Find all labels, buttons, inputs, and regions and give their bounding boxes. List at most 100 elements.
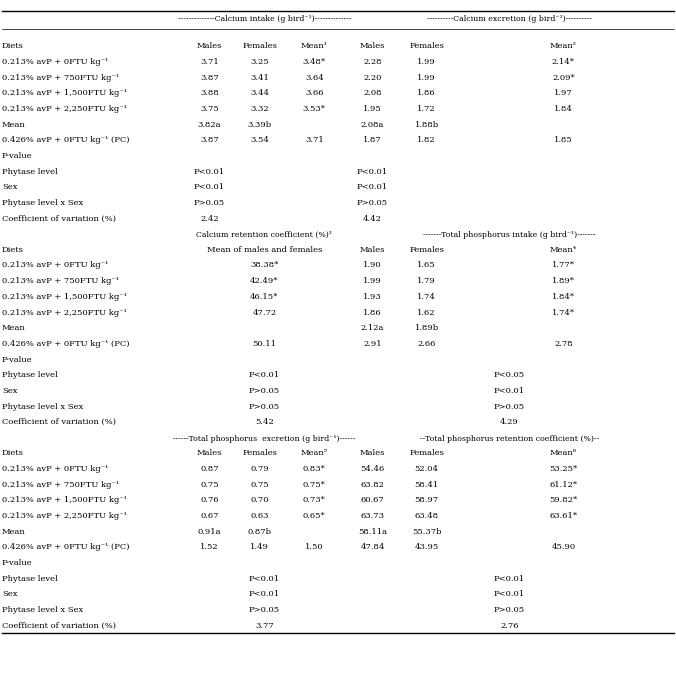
Text: P<0.01: P<0.01 — [249, 575, 280, 583]
Text: Sex: Sex — [2, 387, 18, 395]
Text: 3.32: 3.32 — [250, 105, 269, 113]
Text: 3.88: 3.88 — [200, 89, 219, 97]
Text: 3.87: 3.87 — [200, 74, 219, 82]
Text: Diets: Diets — [2, 450, 24, 458]
Text: 1.99: 1.99 — [417, 74, 436, 82]
Text: Males: Males — [197, 43, 222, 50]
Text: 1.97: 1.97 — [554, 89, 573, 97]
Text: 4.42: 4.42 — [363, 215, 382, 223]
Text: 0.213% avP + 2,250FTU kg⁻¹: 0.213% avP + 2,250FTU kg⁻¹ — [2, 309, 127, 317]
Text: 0.67: 0.67 — [200, 512, 219, 520]
Text: 3.53*: 3.53* — [303, 105, 326, 113]
Text: 1.88b: 1.88b — [414, 121, 439, 129]
Text: 3.66: 3.66 — [305, 89, 324, 97]
Text: Phytase level x Sex: Phytase level x Sex — [2, 606, 83, 614]
Text: 3.64: 3.64 — [305, 74, 324, 82]
Text: 3.25: 3.25 — [250, 58, 269, 66]
Text: 43.95: 43.95 — [414, 544, 439, 551]
Text: 1.85: 1.85 — [554, 136, 573, 144]
Text: 1.95: 1.95 — [363, 105, 382, 113]
Text: 2.12a: 2.12a — [361, 324, 384, 332]
Text: P<0.01: P<0.01 — [357, 168, 388, 175]
Text: P>0.05: P>0.05 — [493, 606, 525, 614]
Text: 0.83*: 0.83* — [303, 465, 326, 473]
Text: Mean⁶: Mean⁶ — [550, 450, 577, 458]
Text: 60.67: 60.67 — [360, 496, 385, 504]
Text: 1.84*: 1.84* — [552, 293, 575, 301]
Text: 2.08: 2.08 — [363, 89, 382, 97]
Text: 3.75: 3.75 — [200, 105, 219, 113]
Text: Diets: Diets — [2, 43, 24, 50]
Text: 63.82: 63.82 — [360, 481, 385, 489]
Text: 2.66: 2.66 — [417, 340, 436, 348]
Text: 1.89b: 1.89b — [414, 324, 439, 332]
Text: Mean: Mean — [2, 527, 26, 536]
Text: 52.04: 52.04 — [414, 465, 439, 473]
Text: P-value: P-value — [2, 152, 32, 160]
Text: Females: Females — [409, 43, 444, 50]
Text: Sex: Sex — [2, 590, 18, 598]
Text: 0.75: 0.75 — [250, 481, 269, 489]
Text: P<0.01: P<0.01 — [357, 183, 388, 192]
Text: P-value: P-value — [2, 355, 32, 364]
Text: Phytase level: Phytase level — [2, 371, 57, 379]
Text: 3.54: 3.54 — [250, 136, 269, 144]
Text: 0.213% avP + 2,250FTU kg⁻¹: 0.213% avP + 2,250FTU kg⁻¹ — [2, 512, 127, 520]
Text: 2.09*: 2.09* — [552, 74, 575, 82]
Text: 59.82*: 59.82* — [550, 496, 577, 504]
Text: 3.44: 3.44 — [250, 89, 269, 97]
Text: 1.79: 1.79 — [417, 277, 436, 285]
Text: P>0.05: P>0.05 — [249, 403, 280, 410]
Text: 1.49: 1.49 — [250, 544, 269, 551]
Text: 1.50: 1.50 — [305, 544, 324, 551]
Text: 0.75: 0.75 — [200, 481, 219, 489]
Text: 4.29: 4.29 — [500, 418, 518, 427]
Text: 0.213% avP + 750FTU kg⁻¹: 0.213% avP + 750FTU kg⁻¹ — [2, 277, 119, 285]
Text: P>0.05: P>0.05 — [249, 606, 280, 614]
Text: 58.11a: 58.11a — [358, 527, 387, 536]
Text: 0.426% avP + 0FTU kg⁻¹ (PC): 0.426% avP + 0FTU kg⁻¹ (PC) — [2, 340, 130, 348]
Text: Males: Males — [360, 246, 385, 254]
Text: 1.90: 1.90 — [363, 261, 382, 269]
Text: Coefficient of variation (%): Coefficient of variation (%) — [2, 215, 116, 223]
Text: 2.28: 2.28 — [363, 58, 382, 66]
Text: 3.82a: 3.82a — [198, 121, 221, 129]
Text: Phytase level x Sex: Phytase level x Sex — [2, 199, 83, 207]
Text: 1.65: 1.65 — [417, 261, 436, 269]
Text: P<0.05: P<0.05 — [493, 371, 525, 379]
Text: 58.97: 58.97 — [414, 496, 439, 504]
Text: Mean⁵: Mean⁵ — [301, 450, 328, 458]
Text: 55.37b: 55.37b — [412, 527, 441, 536]
Text: 54.46: 54.46 — [360, 465, 385, 473]
Text: 1.89*: 1.89* — [552, 277, 575, 285]
Text: 47.72: 47.72 — [252, 309, 276, 317]
Text: Calcium retention coefficient (%)³: Calcium retention coefficient (%)³ — [197, 232, 332, 239]
Text: Phytase level: Phytase level — [2, 168, 57, 175]
Text: 1.86: 1.86 — [417, 89, 436, 97]
Text: 47.84: 47.84 — [360, 544, 385, 551]
Text: 0.213% avP + 1,500FTU kg⁻¹: 0.213% avP + 1,500FTU kg⁻¹ — [2, 496, 127, 504]
Text: Males: Males — [360, 450, 385, 458]
Text: 0.213% avP + 0FTU kg⁻¹: 0.213% avP + 0FTU kg⁻¹ — [2, 465, 108, 473]
Text: 0.87b: 0.87b — [247, 527, 272, 536]
Text: 1.52: 1.52 — [200, 544, 219, 551]
Text: P>0.05: P>0.05 — [249, 387, 280, 395]
Text: P<0.01: P<0.01 — [493, 387, 525, 395]
Text: 0.65*: 0.65* — [303, 512, 326, 520]
Text: 3.71: 3.71 — [200, 58, 219, 66]
Text: 0.79: 0.79 — [250, 465, 269, 473]
Text: 3.71: 3.71 — [305, 136, 324, 144]
Text: 1.82: 1.82 — [417, 136, 436, 144]
Text: 2.20: 2.20 — [363, 74, 382, 82]
Text: 5.42: 5.42 — [255, 418, 274, 427]
Text: P<0.01: P<0.01 — [249, 590, 280, 598]
Text: 2.78: 2.78 — [554, 340, 573, 348]
Text: 0.213% avP + 2,250FTU kg⁻¹: 0.213% avP + 2,250FTU kg⁻¹ — [2, 105, 127, 113]
Text: --------------Calcium intake (g bird⁻¹)--------------: --------------Calcium intake (g bird⁻¹)-… — [178, 15, 351, 23]
Text: 1.72: 1.72 — [417, 105, 436, 113]
Text: 63.73: 63.73 — [360, 512, 385, 520]
Text: P<0.01: P<0.01 — [493, 575, 525, 583]
Text: 3.87: 3.87 — [200, 136, 219, 144]
Text: P-value: P-value — [2, 559, 32, 567]
Text: Mean¹: Mean¹ — [301, 43, 328, 50]
